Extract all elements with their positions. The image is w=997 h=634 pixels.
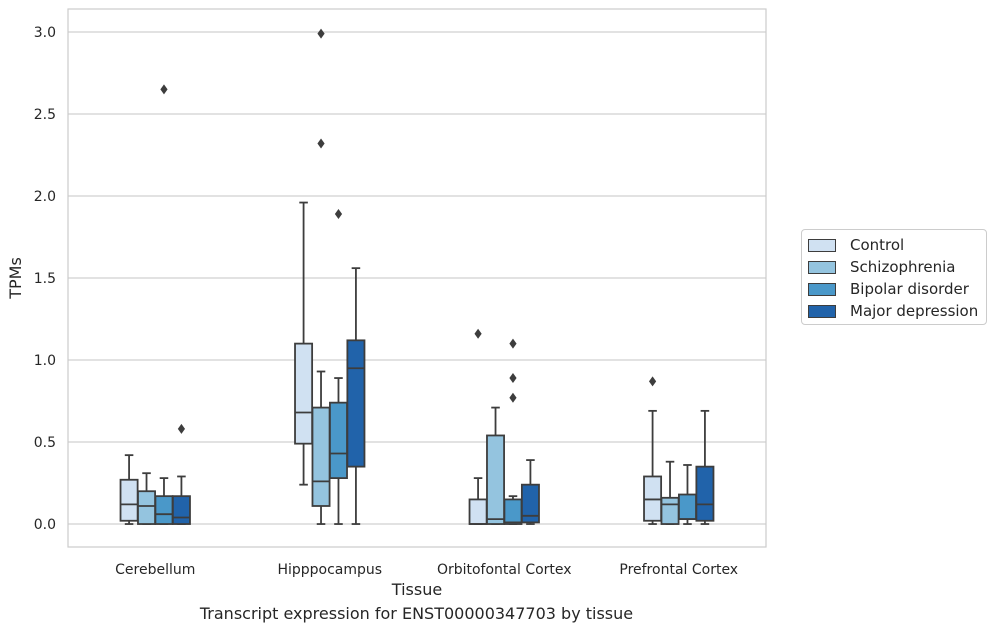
plot-frame [67,8,767,548]
legend: Control Schizophrenia Bipolar disorder M… [801,229,987,325]
box-plot [660,460,680,525]
box-iqr [520,483,540,524]
outlier-marker [648,376,657,387]
chart-caption: Transcript expression for ENST0000034770… [199,604,634,623]
y-tick-label: 1.5 [34,271,56,287]
box-iqr [311,406,331,507]
legend-swatch-bipolar-disorder [808,282,836,296]
x-tick-label: Prefrontal Cortex [619,562,738,578]
box-plot [346,267,366,525]
tick-layer: 0.0 0.5 1.0 1.5 2.0 2.5 3.0 Cerebellum Hipppocam… [34,25,738,578]
box-iqr [171,495,191,525]
box-iqr [346,339,366,468]
x-tick-label: Cerebellum [115,562,195,578]
box-plot [503,338,523,525]
outlier-marker [317,28,325,39]
legend-swatch-schizophrenia [808,260,836,274]
grid-layer [68,31,766,525]
legend-label-control: Control [850,236,905,254]
legend-label-major-depression: Major depression [850,302,979,320]
legend-label-schizophrenia: Schizophrenia [850,258,956,276]
box-plot [311,28,331,525]
box-plot [119,454,139,525]
box-plot [678,464,697,525]
box-layer [119,28,715,525]
box-iqr [119,478,139,522]
box-plot [486,406,505,525]
box-iqr [695,465,715,522]
box-iqr [678,493,697,521]
box-plot [137,472,156,525]
box-plot [643,376,663,525]
legend-label-bipolar-disorder: Bipolar disorder [850,280,969,298]
box-plot [329,209,348,525]
y-tick-label: 0.0 [34,517,56,533]
x-tick-label: Orbitofontal Cortex [437,562,572,578]
x-tick-label: Hipppocampus [277,562,382,578]
y-axis-label: TPMs [6,257,25,300]
box-plot [154,84,174,525]
box-plot [695,409,715,525]
box-iqr [486,434,505,525]
box-iqr [468,498,488,525]
outlier-marker [317,138,325,149]
box-iqr [294,342,314,445]
y-tick-label: 3.0 [34,25,56,41]
y-tick-label: 0.5 [34,435,56,451]
outlier-marker [509,392,517,403]
legend-swatch-major-depression [808,304,836,318]
outlier-marker [509,373,517,384]
box-iqr [329,401,348,480]
box-plot [171,423,191,525]
legend-item-bipolar-disorder: Bipolar disorder [808,279,969,299]
legend-swatch-control [808,238,836,252]
box-plot [468,328,488,525]
box-plot [520,459,540,525]
x-axis-label: Tissue [391,580,442,599]
box-iqr [660,496,680,525]
legend-item-major-depression: Major depression [808,301,978,321]
y-tick-label: 2.5 [34,107,56,123]
outlier-marker [177,423,186,434]
box-iqr [503,498,523,525]
outlier-marker [334,209,343,220]
box-iqr [154,495,174,525]
box-plot [294,201,314,486]
outlier-marker [160,84,168,95]
y-tick-label: 2.0 [34,189,56,205]
outlier-marker [474,328,482,339]
legend-item-schizophrenia: Schizophrenia [808,257,955,277]
y-tick-label: 1.0 [34,353,56,369]
outlier-marker [509,338,517,349]
box-iqr [137,490,156,525]
legend-item-control: Control [808,235,904,255]
